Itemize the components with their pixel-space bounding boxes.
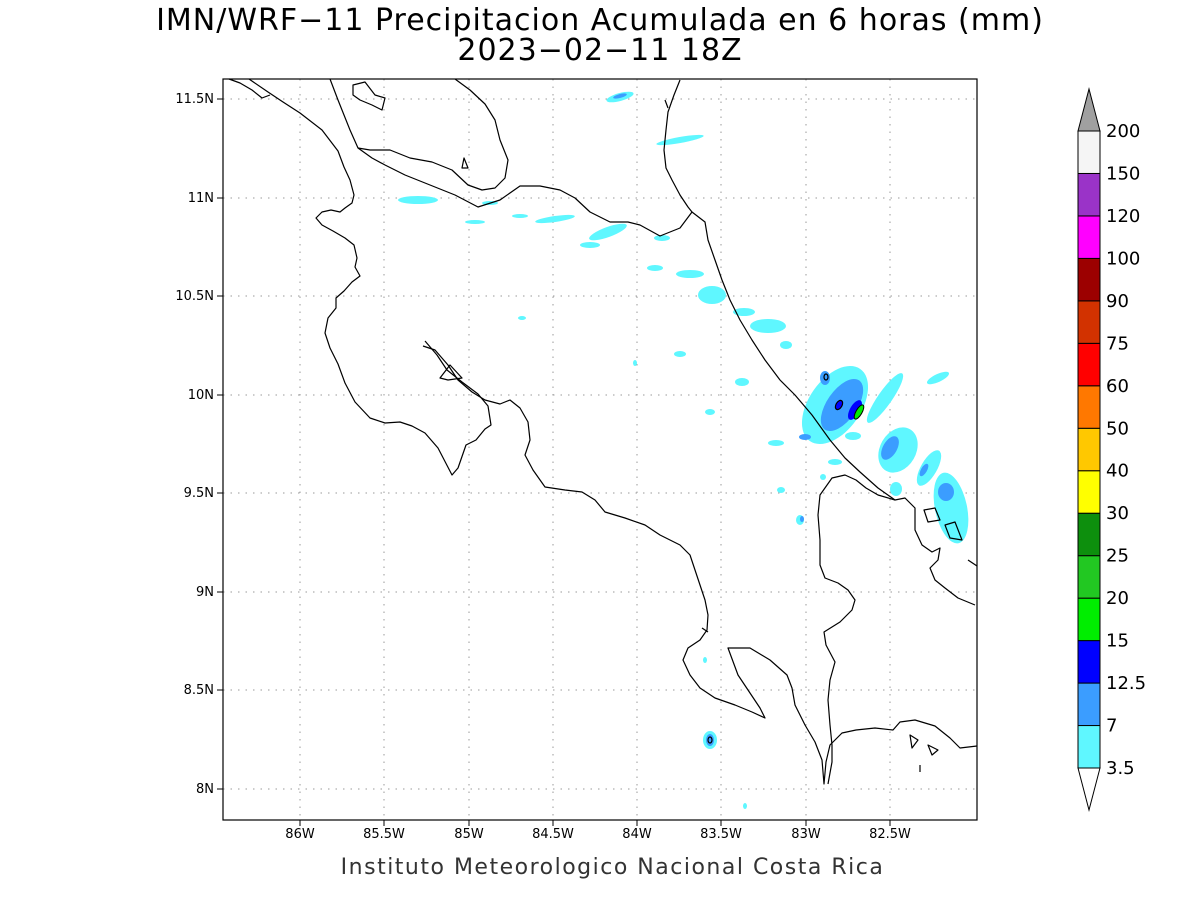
x-tick-label: 84W [622,827,652,842]
map-frame [222,78,978,821]
map-subtitle-date: 2023−02−11 18Z [457,33,743,68]
colorbar-level-label: 150 [1106,163,1140,184]
colorbar-top-triangle [1077,87,1101,132]
colorbar-swatch [1077,512,1101,557]
colorbar-level-label: 90 [1106,291,1129,312]
colorbar-level-label: 75 [1106,333,1129,354]
colorbar-level-label: 100 [1106,248,1140,269]
x-tick-label: 83W [791,827,821,842]
y-tick-label: 8N [196,782,214,797]
y-tick-label: 11N [188,191,214,206]
y-tick-label: 9.5N [184,486,214,501]
colorbar-swatch [1077,640,1101,684]
colorbar-swatch [1077,342,1101,387]
precip-contours [707,373,844,744]
colorbar-swatch [1077,725,1101,769]
colorbar-level-label: 50 [1106,418,1129,439]
colorbar-swatch [1077,215,1101,259]
colorbar-bottom-triangle [1077,767,1101,812]
y-tick-label: 9N [196,585,214,600]
colorbar-level-label: 3.5 [1106,758,1135,779]
x-tick-label: 82.5W [869,827,911,842]
y-tick-label: 10N [188,388,214,403]
x-tick-label: 85W [454,827,484,842]
colorbar-swatch [1077,257,1101,302]
y-tick-label: 8.5N [184,683,214,698]
coastlines [228,78,978,785]
colorbar-swatch [1077,427,1101,472]
colorbar-swatch [1077,555,1101,599]
x-tick-label: 85.5W [363,827,405,842]
map-title: IMN/WRF−11 Precipitacion Acumulada en 6 … [156,3,1044,38]
colorbar-level-label: 15 [1106,631,1129,652]
colorbar-level-label: 20 [1106,588,1129,609]
y-tick-label: 10.5N [175,289,214,304]
longitude-ticks: 86W 85.5W 85W 84.5W 84W 83.5W 83W 82.5W [285,827,911,842]
colorbar-level-label: 120 [1106,206,1140,227]
colorbar-level-label: 60 [1106,376,1129,397]
colorbar-level-label: 30 [1106,503,1129,524]
colorbar-swatch [1077,385,1101,429]
colorbar-level-label: 12.5 [1106,673,1146,694]
colorbar-level-label: 200 [1106,121,1140,142]
precip-15-20mm [853,404,865,420]
grid-lines [217,79,977,826]
colorbar-level-label: 40 [1106,461,1129,482]
y-tick-label: 11.5N [175,92,214,107]
colorbar-swatch [1077,300,1101,344]
colorbar-legend: 3.5 7 12.5 15 20 25 30 40 50 60 75 90 100 120 150 200 [1077,87,1146,812]
institution-credit: Instituto Meteorologico Nacional Costa R… [340,855,885,880]
colorbar-swatch [1077,130,1101,174]
colorbar-swatch [1077,597,1101,642]
colorbar-level-label: 7 [1106,716,1117,737]
x-tick-label: 86W [285,827,315,842]
colorbar-swatch [1077,470,1101,514]
x-tick-label: 84.5W [532,827,574,842]
x-tick-label: 83.5W [700,827,742,842]
colorbar-level-label: 25 [1106,546,1129,567]
colorbar-swatch [1077,172,1101,217]
precip-7-12.5mm [613,93,954,746]
precipitation-areas [398,91,969,809]
colorbar-swatch [1077,682,1101,727]
latitude-ticks: 11.5N 11N 10.5N 10N 9.5N 9N 8.5N 8N [175,92,214,797]
